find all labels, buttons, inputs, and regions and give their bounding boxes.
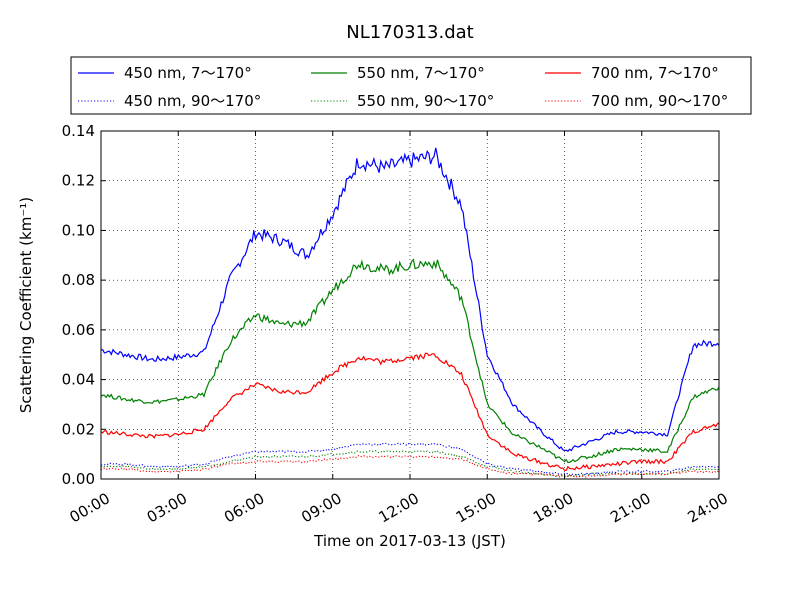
legend-label-1: 550 nm, 7～170° [357, 64, 485, 82]
y-axis-title: Scattering Coefficient (km⁻¹) [17, 197, 35, 413]
series-layer [100, 147, 720, 478]
x-tick-label: 00:00 [67, 489, 113, 526]
y-tick-label: 0.08 [62, 271, 95, 289]
grid-lines [101, 131, 719, 479]
y-tick-label: 0.00 [62, 470, 95, 488]
x-tick-label: 06:00 [221, 489, 267, 526]
legend-label-2: 700 nm, 7～170° [591, 64, 719, 82]
legend-label-4: 550 nm, 90～170° [357, 92, 494, 110]
x-tick-label: 03:00 [144, 489, 190, 526]
y-tick-label: 0.02 [62, 420, 95, 438]
series-line-1 [100, 258, 720, 463]
legend: 450 nm, 7～170° 550 nm, 7～170° 700 nm, 7～17… [70, 56, 752, 115]
y-tick-label: 0.04 [62, 371, 95, 389]
x-tick-label: 15:00 [453, 489, 499, 526]
x-axis: 00:00 03:00 06:00 09:00 12:00 15:00 18:00 21:00… [67, 131, 731, 526]
x-tick-label: 18:00 [530, 489, 576, 526]
y-tick-label: 0.10 [62, 221, 95, 239]
y-tick-label: 0.12 [62, 172, 95, 190]
x-tick-label: 21:00 [607, 489, 653, 526]
x-tick-label: 09:00 [298, 489, 344, 526]
y-tick-label: 0.14 [62, 122, 95, 140]
x-tick-label: 24:00 [685, 489, 731, 526]
chart-title: NL170313.dat [346, 22, 473, 43]
series-line-2 [100, 352, 720, 471]
series-line-3 [100, 442, 720, 476]
x-tick-label: 12:00 [376, 489, 422, 526]
x-axis-title: Time on 2017-03-13 (JST) [313, 532, 506, 550]
series-line-0 [100, 147, 720, 452]
y-axis: 0.00 0.02 0.04 0.06 0.08 0.10 0.12 0.14 [62, 122, 719, 488]
legend-label-5: 700 nm, 90～170° [591, 92, 728, 110]
legend-box [70, 56, 752, 115]
legend-label-0: 450 nm, 7～170° [124, 64, 252, 82]
y-tick-label: 0.06 [62, 321, 95, 339]
legend-label-3: 450 nm, 90～170° [124, 92, 261, 110]
